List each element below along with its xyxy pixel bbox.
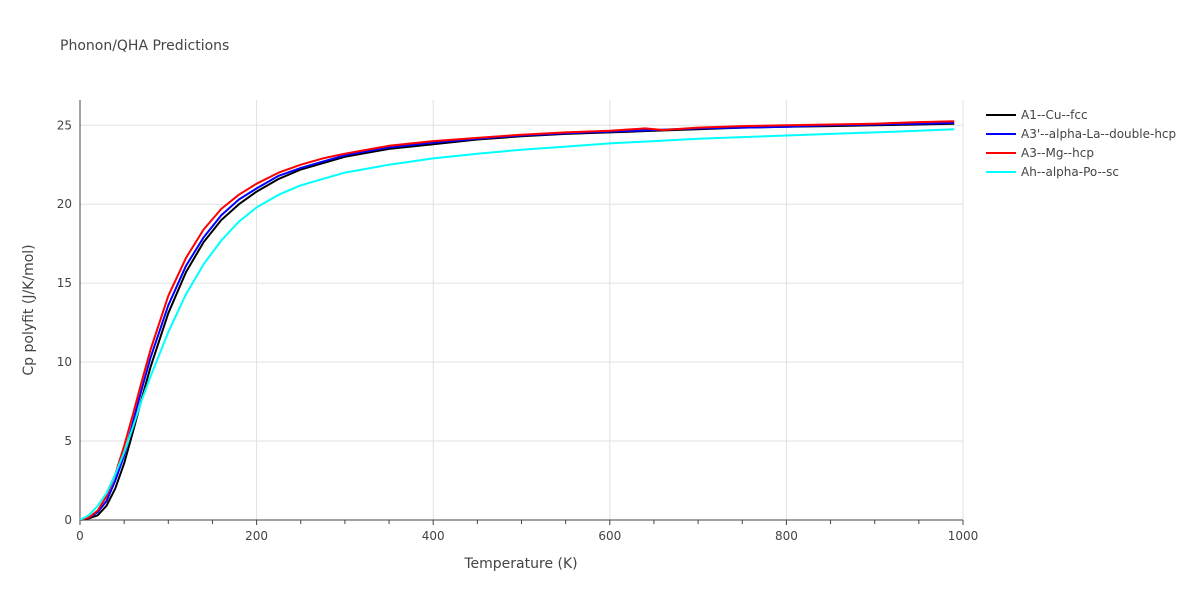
series-line-2 (79, 120, 955, 521)
x-tick-label: 1000 (948, 529, 979, 543)
series-line-1 (79, 121, 955, 521)
x-tick-label: 0 (76, 529, 84, 543)
y-tick-label: 0 (64, 513, 72, 527)
y-tick-labels: 0 5 10 15 20 25 (57, 118, 72, 527)
grid-lines (80, 100, 964, 520)
y-tick-label: 10 (57, 355, 72, 369)
series-line-3 (79, 128, 955, 521)
x-tick-label: 400 (422, 529, 445, 543)
x-tick-label: 200 (245, 529, 268, 543)
y-tick-label: 25 (57, 118, 72, 132)
series-lines (79, 120, 955, 521)
y-tick-label: 5 (64, 434, 72, 448)
legend-label: A3'--alpha-La--double-hcp (1021, 127, 1176, 141)
x-axis-title: Temperature (K) (463, 556, 577, 572)
x-tick-labels: 0 200 400 600 800 1000 (76, 529, 978, 543)
x-tick-label: 800 (775, 529, 798, 543)
chart-title: Phonon/QHA Predictions (60, 38, 229, 54)
x-tick-label: 600 (598, 529, 621, 543)
y-axis-title: Cp polyfit (J/K/mol) (21, 244, 37, 375)
series-line-0 (79, 122, 955, 521)
legend[interactable]: A1--Cu--fcc A3'--alpha-La--double-hcp A3--… (986, 108, 1176, 179)
axes (79, 100, 964, 525)
legend-label: A1--Cu--fcc (1021, 108, 1088, 122)
legend-label: Ah--alpha-Po--sc (1021, 165, 1119, 179)
legend-label: A3--Mg--hcp (1021, 146, 1094, 160)
legend-item[interactable]: A1--Cu--fcc (986, 108, 1088, 122)
legend-item[interactable]: A3'--alpha-La--double-hcp (986, 127, 1176, 141)
y-tick-label: 20 (57, 197, 72, 211)
legend-item[interactable]: Ah--alpha-Po--sc (986, 165, 1119, 179)
legend-item[interactable]: A3--Mg--hcp (986, 146, 1094, 160)
y-tick-label: 15 (57, 276, 72, 290)
